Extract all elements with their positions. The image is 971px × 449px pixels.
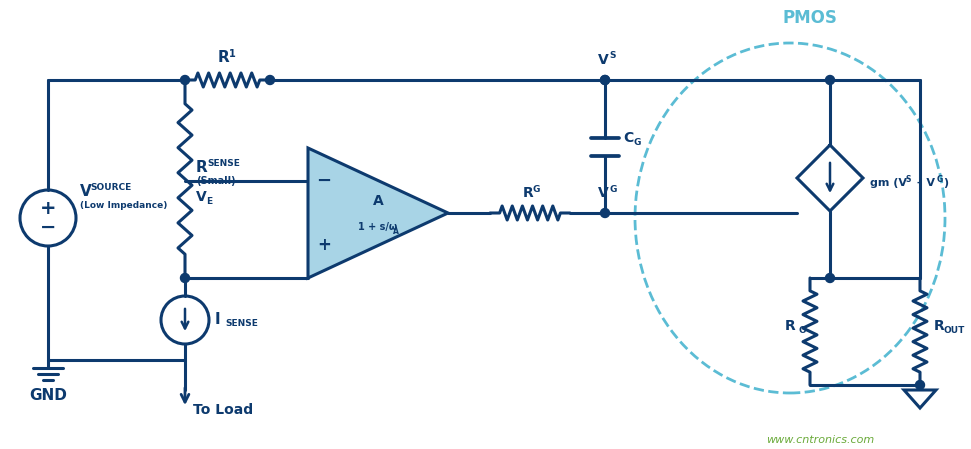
Text: To Load: To Load — [193, 403, 253, 417]
Text: G: G — [610, 185, 617, 194]
Text: −: − — [317, 172, 331, 189]
Circle shape — [916, 380, 924, 389]
Text: ): ) — [943, 178, 948, 188]
Text: S: S — [906, 175, 912, 184]
Text: C: C — [623, 132, 633, 145]
Text: G: G — [532, 185, 540, 194]
Text: G: G — [937, 175, 943, 184]
Circle shape — [181, 273, 189, 282]
Text: R: R — [196, 159, 208, 175]
Text: V: V — [597, 53, 609, 67]
Circle shape — [265, 75, 275, 84]
Text: V: V — [597, 186, 609, 200]
Text: A: A — [393, 226, 399, 235]
Text: A: A — [373, 194, 384, 208]
Text: R: R — [218, 50, 229, 66]
Text: SENSE: SENSE — [225, 320, 258, 329]
Circle shape — [600, 208, 610, 217]
Text: 1 + s/ω: 1 + s/ω — [358, 222, 398, 232]
Text: (Small): (Small) — [196, 176, 236, 186]
Text: I: I — [215, 312, 220, 326]
Text: www.cntronics.com: www.cntronics.com — [766, 435, 874, 445]
Circle shape — [600, 75, 610, 84]
Text: O: O — [798, 326, 806, 335]
Text: R: R — [522, 186, 533, 200]
Text: S: S — [610, 52, 617, 61]
Text: +: + — [40, 199, 56, 219]
Text: −: − — [40, 217, 56, 237]
Text: +: + — [318, 237, 331, 255]
Text: G: G — [633, 138, 641, 147]
Text: gm (V: gm (V — [870, 178, 907, 188]
Text: R: R — [934, 320, 945, 334]
Text: – V: – V — [913, 178, 935, 188]
Text: R: R — [786, 320, 796, 334]
Text: GND: GND — [29, 388, 67, 404]
Circle shape — [181, 75, 189, 84]
Text: SENSE: SENSE — [207, 158, 240, 167]
Text: (Low Impedance): (Low Impedance) — [80, 202, 167, 211]
Text: OUT: OUT — [944, 326, 965, 335]
Text: 1: 1 — [229, 49, 236, 59]
Circle shape — [825, 273, 834, 282]
Polygon shape — [308, 148, 448, 278]
Circle shape — [600, 75, 610, 84]
Text: E: E — [206, 197, 212, 206]
Text: SOURCE: SOURCE — [90, 184, 131, 193]
Text: PMOS: PMOS — [783, 9, 837, 27]
Text: V: V — [196, 190, 207, 204]
Circle shape — [825, 75, 834, 84]
Text: V: V — [80, 185, 91, 199]
